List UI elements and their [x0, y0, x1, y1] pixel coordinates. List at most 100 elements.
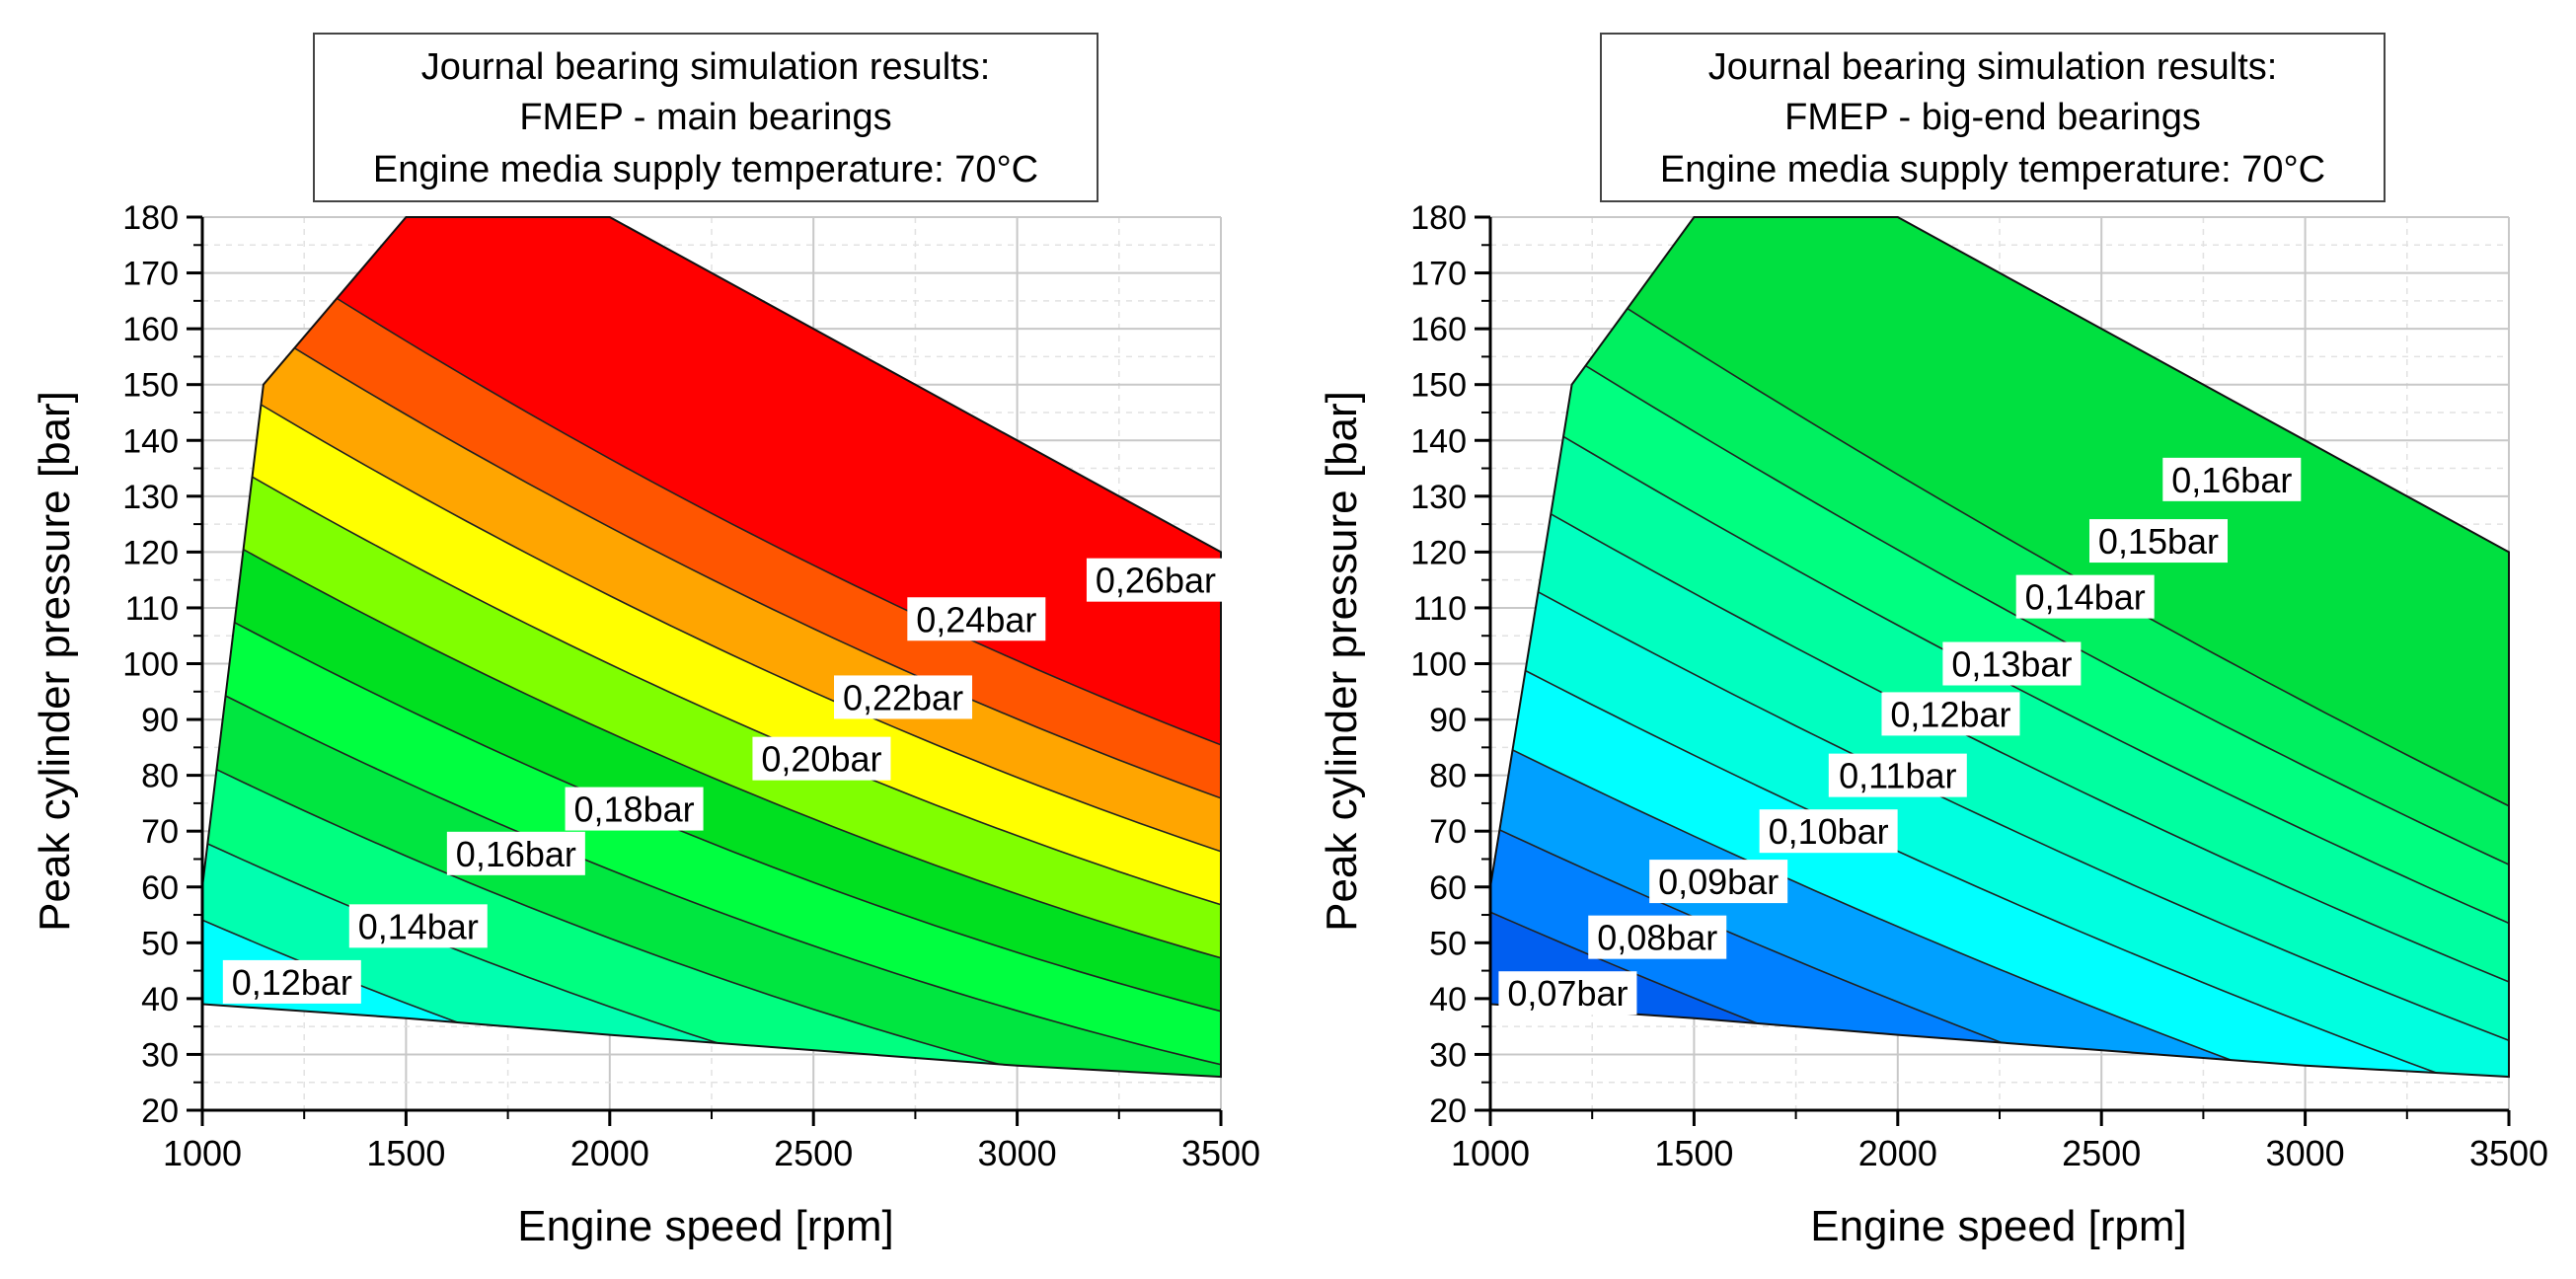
x-tick-label: 3000	[2266, 1133, 2345, 1173]
contour-label-text: 0,12bar	[1890, 694, 2010, 734]
x-tick-label: 3500	[1181, 1133, 1260, 1173]
contour-band	[1490, 217, 2509, 826]
contour-label-text: 0,14bar	[2025, 577, 2146, 618]
contour-label: 0,11bar	[1828, 753, 1967, 797]
contour-label: 0,16bar	[446, 831, 585, 875]
contour-label-text: 0,14bar	[358, 906, 479, 946]
contour-label: 0,14bar	[2015, 574, 2155, 619]
y-tick-label: 20	[1429, 1092, 1467, 1130]
contour-line	[202, 263, 1221, 814]
y-tick-label: 150	[1410, 367, 1467, 405]
contour-label-text: 0,07bar	[1507, 973, 1628, 1014]
contour-label-text: 0,22bar	[843, 677, 963, 717]
domain-boundary	[201, 216, 1222, 1079]
domain-outline	[1489, 216, 2510, 1079]
contour-label-text: 0,24bar	[916, 599, 1036, 640]
contour-label: 0,18bar	[565, 787, 704, 831]
contour-label: 0,20bar	[752, 736, 891, 781]
y-tick-label: 50	[141, 925, 179, 962]
contour-line	[202, 343, 1221, 866]
y-tick-label: 80	[1429, 758, 1467, 795]
chart-title-line-1: Journal bearing simulation results:	[421, 46, 991, 88]
y-tick-label: 110	[125, 590, 179, 628]
y-tick-label: 170	[122, 256, 179, 293]
contour-label: 0,07bar	[1498, 971, 1637, 1016]
x-axis-label: Engine speed [rpm]	[517, 1202, 894, 1250]
contour-label: 0,15bar	[2088, 519, 2228, 564]
contour-label-text: 0,26bar	[1096, 561, 1216, 601]
contour-label-bg	[752, 736, 891, 781]
contour-label: 0,24bar	[907, 597, 1046, 641]
contour-label-bg	[1649, 860, 1788, 904]
y-axis-label: Peak cylinder pressure [bar]	[1318, 391, 1366, 932]
chart-title-line-3: Engine media supply temperature: 70°C	[1660, 149, 2325, 190]
chart-title-line-2: FMEP - main bearings	[519, 97, 891, 138]
contour-line	[202, 821, 1221, 1078]
x-tick-label: 2000	[1858, 1133, 1937, 1173]
chart-title-line-3: Engine media supply temperature: 70°C	[373, 149, 1038, 190]
contour-line	[202, 502, 1221, 971]
contour-line	[1490, 543, 2509, 1057]
y-tick-label: 170	[1410, 256, 1467, 293]
y-tick-label: 40	[1429, 981, 1467, 1018]
contour-label-text: 0,11bar	[1839, 756, 1956, 796]
contour-label-bg	[222, 959, 361, 1004]
x-tick-label: 2500	[2062, 1133, 2141, 1173]
contour-label-bg	[2162, 457, 2302, 501]
y-tick-label: 150	[122, 367, 179, 405]
contour-label: 0,26bar	[1086, 558, 1225, 602]
contour-label: 0,16bar	[2162, 457, 2302, 501]
y-axis-label: Peak cylinder pressure [bar]	[31, 391, 79, 932]
y-tick-label: 70	[1429, 813, 1467, 851]
y-tick-label: 120	[122, 534, 179, 571]
y-tick-label: 30	[141, 1036, 179, 1074]
y-tick-label: 100	[1410, 646, 1467, 684]
y-tick-label: 140	[1410, 422, 1467, 460]
y-tick-label: 50	[1429, 925, 1467, 962]
chart-title-box: Journal bearing simulation results: FMEP…	[313, 33, 1099, 202]
x-axis-label: Engine speed [rpm]	[1810, 1202, 2187, 1250]
contour-label: 0,12bar	[1881, 692, 2020, 736]
contour-label: 0,09bar	[1649, 860, 1788, 904]
y-tick-label: 60	[141, 869, 179, 907]
contour-line	[1490, 630, 2509, 1078]
domain-boundary	[1489, 216, 2510, 1079]
y-tick-label: 160	[1410, 311, 1467, 348]
contour-line	[202, 217, 1221, 762]
contour-label: 0,12bar	[222, 959, 361, 1004]
contour-label: 0,14bar	[348, 904, 488, 948]
contour-label-text: 0,15bar	[2098, 521, 2219, 562]
y-tick-label: 80	[141, 758, 179, 795]
y-tick-label: 180	[122, 199, 179, 237]
chart-title-box: Journal bearing simulation results: FMEP…	[1600, 33, 2386, 202]
x-tick-label: 1500	[1654, 1133, 1733, 1173]
y-tick-label: 60	[1429, 869, 1467, 907]
domain-outline	[201, 216, 1222, 1079]
contour-line	[1490, 217, 2509, 827]
y-tick-label: 70	[141, 813, 179, 851]
chart-title-line-2: FMEP - big-end bearings	[1784, 97, 2201, 138]
contour-label-bg	[565, 787, 704, 831]
x-tick-label: 2000	[570, 1133, 649, 1173]
big-end-bearings-chart: Journal bearing simulation results: FMEP…	[1318, 33, 2548, 1250]
main-bearings-chart: Journal bearing simulation results: FMEP…	[31, 33, 1260, 1250]
contour-line	[1490, 455, 2509, 1000]
contour-label-bg	[834, 675, 973, 719]
contour-line	[1490, 279, 2509, 884]
contour-label: 0,13bar	[1942, 641, 2082, 686]
x-tick-label: 3500	[2469, 1133, 2548, 1173]
contour-label: 0,22bar	[834, 675, 973, 719]
y-tick-label: 40	[141, 981, 179, 1018]
contour-label-bg	[2088, 519, 2228, 564]
contour-label-bg	[1086, 558, 1225, 602]
y-tick-label: 110	[1413, 590, 1467, 628]
y-tick-label: 30	[1429, 1036, 1467, 1074]
y-tick-label: 20	[141, 1092, 179, 1130]
contour-label-bg	[1828, 753, 1967, 797]
contour-labels: 0,07bar 0,08bar 0,09bar 0,10bar 0,11bar 0,12b…	[1498, 457, 2302, 1016]
x-tick-label: 1500	[366, 1133, 445, 1173]
contour-line	[202, 582, 1221, 1023]
y-tick-label: 140	[122, 422, 179, 460]
